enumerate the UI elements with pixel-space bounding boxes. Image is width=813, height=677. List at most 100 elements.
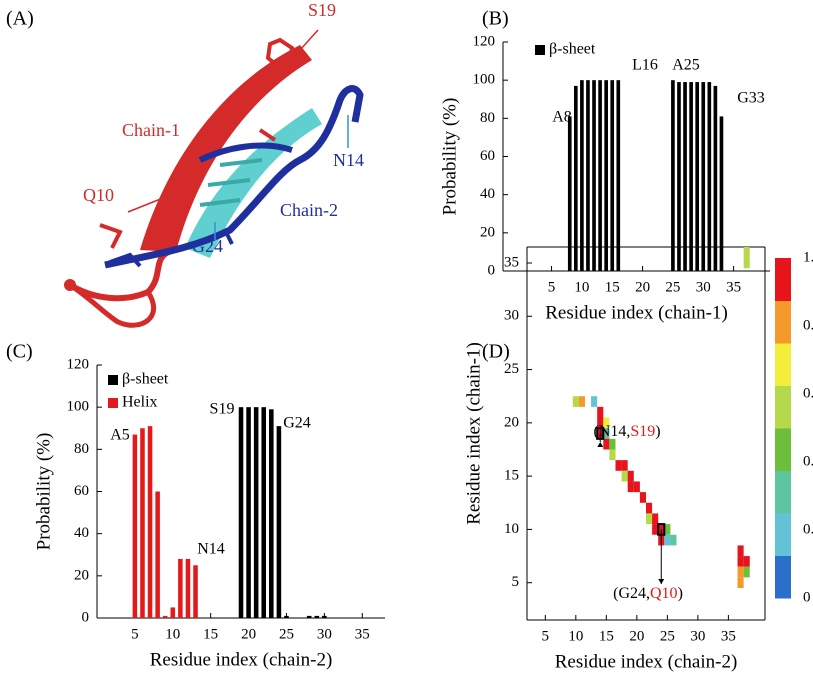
bar [573, 85, 578, 272]
terminus [64, 279, 76, 291]
chain-label: Chain-1 [122, 120, 180, 140]
bar [284, 615, 289, 618]
bar [140, 428, 145, 618]
x-tick-label: 15 [599, 628, 614, 644]
legend-swatch [108, 398, 118, 408]
chain2-strand [185, 108, 322, 258]
side-chains [109, 229, 234, 268]
panel-label: (D) [482, 341, 510, 363]
heat-cell [646, 502, 653, 514]
heat-cell [591, 396, 598, 407]
blue-coil [104, 85, 364, 269]
heat-cell [603, 438, 610, 450]
bar [253, 407, 259, 618]
heat-cell [652, 513, 659, 525]
heat-cell [597, 406, 604, 418]
x-tick-label: 35 [726, 279, 741, 295]
chain1-strand [140, 45, 312, 252]
annotation: (N14,S19) [593, 423, 660, 440]
x-tick-label: 25 [665, 279, 680, 295]
legend-label: Helix [122, 394, 158, 411]
heat-cell [572, 396, 579, 407]
annotation: A5 [110, 427, 130, 444]
colorbar-step [775, 470, 791, 514]
y-tick-label: 100 [473, 72, 496, 88]
x-axis-label: Residue index (chain-2) [555, 651, 738, 672]
bar [276, 426, 282, 618]
heat-cell [652, 524, 659, 535]
annotation: G33 [737, 90, 765, 107]
y-tick-label: 15 [504, 468, 519, 484]
y-tick-label: 40 [74, 525, 89, 541]
y-tick-label: 10 [504, 521, 519, 537]
colorbar-tick-label: 0.6 [803, 385, 813, 401]
heat-cell [664, 524, 671, 535]
y-tick-label: 60 [74, 483, 89, 499]
bar [185, 558, 191, 618]
x-tick-label: 5 [548, 279, 556, 295]
panel-label: (C) [6, 341, 33, 363]
heat-cell [664, 534, 671, 546]
x-tick-label: 25 [660, 628, 675, 644]
x-tick-label: 25 [279, 626, 294, 642]
heat-cell [743, 556, 750, 567]
bar [592, 80, 596, 272]
heat-cell [737, 577, 744, 589]
bar [707, 82, 712, 271]
colorbar-step [775, 513, 791, 556]
bar [147, 426, 153, 618]
y-tick-label: 30 [504, 308, 519, 324]
bar [162, 615, 168, 618]
colorbar-step [775, 428, 791, 471]
annotation-part: S19 [630, 423, 655, 440]
residue-label: Q10 [83, 185, 114, 205]
y-tick-label: 100 [67, 399, 90, 415]
residue-label: N14 [333, 150, 364, 170]
y-tick-label: 80 [74, 441, 89, 457]
x-tick-label: 30 [696, 279, 711, 295]
bar [178, 558, 183, 618]
bar [598, 80, 602, 272]
y-tick-label: 120 [473, 33, 496, 49]
heat-cell [639, 492, 646, 503]
residue-label: S19 [308, 0, 336, 20]
bar [671, 80, 675, 272]
x-tick-label: 10 [574, 279, 589, 295]
y-axis-label: Probability (%) [33, 433, 54, 551]
annotation: N14 [197, 541, 225, 558]
heat-cell [627, 470, 634, 482]
colorbar-tick-label: 0.2 [803, 521, 813, 537]
panel-label: (A) [6, 8, 34, 30]
heat-cell [646, 513, 653, 525]
chain-label: Chain-2 [280, 200, 338, 220]
bar [616, 80, 621, 272]
red-coil [68, 247, 176, 302]
y-tick-label: 60 [480, 148, 495, 164]
bar [695, 82, 700, 271]
arrow [127, 195, 169, 213]
heat-cell [633, 481, 640, 493]
residue-label: G24 [192, 236, 223, 256]
bar [677, 82, 681, 271]
heat-cell [743, 247, 750, 258]
arrow-head [597, 442, 604, 447]
legend-swatch [535, 45, 545, 55]
heat-cell [737, 556, 744, 567]
x-tick-label: 10 [165, 626, 180, 642]
colorbar-tick-label: 0 [803, 589, 811, 605]
annotation-part: (N14, [593, 423, 630, 440]
bar [719, 116, 724, 271]
bar [322, 615, 327, 618]
x-tick-label: 5 [542, 628, 550, 644]
legend-label: β-sheet [122, 371, 169, 388]
heat-cell [621, 470, 628, 482]
heat-cell [578, 396, 585, 407]
bar [567, 116, 572, 271]
annotation: A25 [672, 57, 700, 74]
bar [610, 80, 615, 272]
hbonds [199, 158, 263, 207]
x-tick-label: 20 [241, 626, 256, 642]
x-tick-label: 15 [203, 626, 218, 642]
red-coil [68, 282, 157, 328]
